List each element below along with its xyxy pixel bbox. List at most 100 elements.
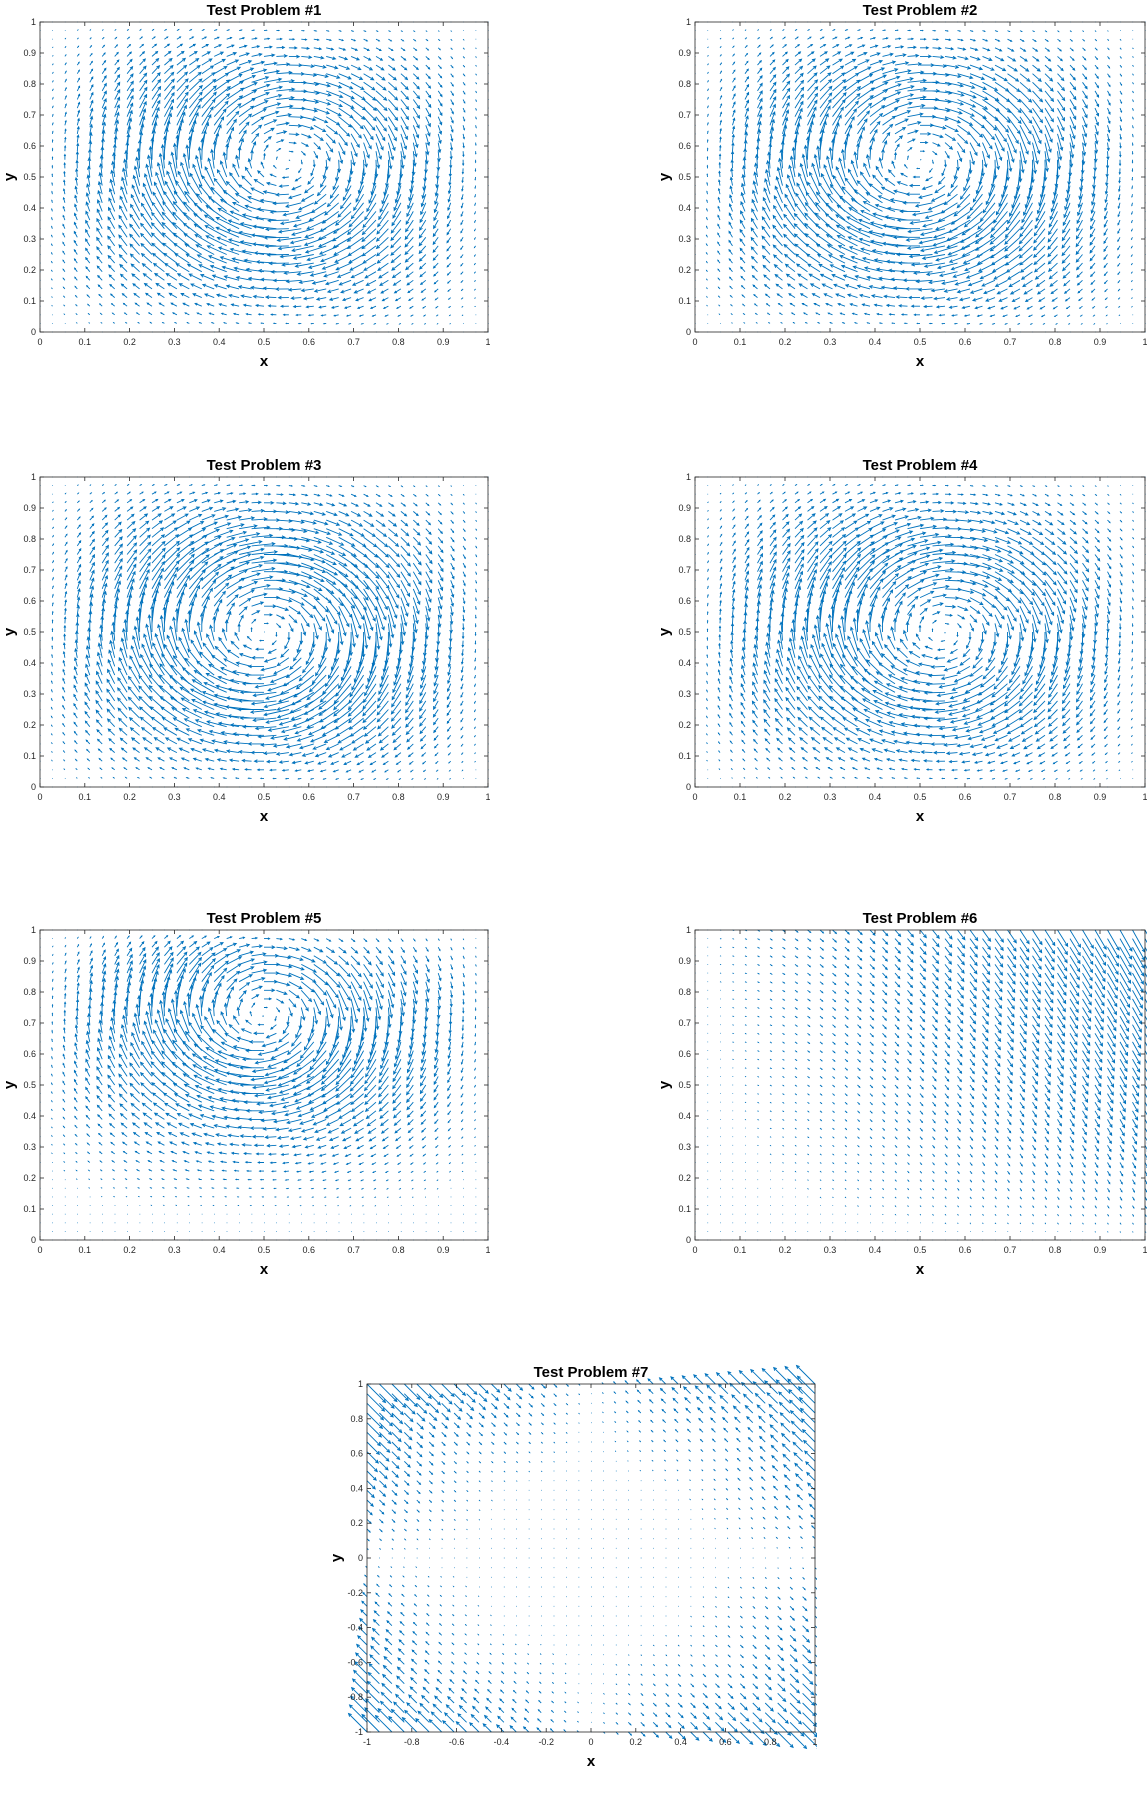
vector-arrow bbox=[451, 82, 454, 86]
vector-arrow bbox=[1120, 48, 1121, 49]
vector-arrow bbox=[406, 272, 413, 278]
vector-arrow bbox=[1118, 203, 1120, 208]
vector-arrow bbox=[868, 777, 871, 778]
vector-arrow bbox=[858, 507, 867, 511]
chart-title: Test Problem #3 bbox=[207, 457, 322, 474]
vector-arrow bbox=[890, 314, 896, 316]
vector-arrow bbox=[845, 37, 850, 39]
vector-arrow bbox=[405, 246, 413, 255]
vector-arrow bbox=[246, 674, 264, 677]
vector-arrow bbox=[63, 670, 65, 676]
vector-arrow bbox=[52, 244, 53, 246]
vector-arrow bbox=[883, 38, 888, 40]
vector-arrow bbox=[376, 520, 385, 526]
vector-arrow bbox=[903, 201, 920, 204]
vector-arrow bbox=[827, 758, 833, 762]
vector-arrow bbox=[1119, 306, 1120, 307]
vector-arrow bbox=[947, 298, 958, 301]
vector-arrow bbox=[376, 623, 380, 649]
vector-arrow bbox=[77, 111, 79, 117]
vector-arrow bbox=[63, 278, 65, 280]
y-tick-label: 0.3 bbox=[23, 234, 36, 244]
vector-arrow bbox=[215, 647, 226, 658]
vector-arrow bbox=[334, 770, 339, 772]
vector-arrow bbox=[720, 88, 722, 91]
vector-arrow bbox=[324, 272, 339, 277]
vector-arrow bbox=[983, 39, 988, 41]
x-tick-label: 0.2 bbox=[123, 792, 136, 802]
vector-arrow bbox=[707, 646, 708, 649]
vector-arrow bbox=[131, 646, 140, 666]
vector-arrow bbox=[933, 47, 941, 50]
vector-arrow bbox=[426, 529, 431, 535]
vector-arrow bbox=[720, 39, 721, 40]
vector-arrow bbox=[812, 294, 820, 298]
vector-arrow bbox=[164, 253, 177, 263]
vector-arrow bbox=[451, 74, 453, 77]
vector-arrow bbox=[740, 248, 745, 254]
vector-arrow bbox=[784, 245, 795, 255]
vector-arrow bbox=[77, 581, 80, 589]
vector-arrow bbox=[762, 236, 770, 246]
vector-arrow bbox=[75, 286, 77, 289]
vector-arrow bbox=[224, 323, 227, 324]
vector-arrow bbox=[252, 117, 264, 125]
vector-arrow bbox=[788, 284, 795, 289]
vector-arrow bbox=[77, 517, 80, 520]
vector-arrow bbox=[1095, 108, 1099, 116]
vector-arrow bbox=[108, 227, 115, 238]
vector-arrow bbox=[799, 656, 808, 675]
vector-arrow bbox=[1120, 100, 1122, 104]
vector-arrow bbox=[865, 768, 870, 770]
vector-arrow bbox=[120, 265, 127, 272]
vector-arrow bbox=[362, 229, 376, 242]
vector-arrow bbox=[870, 500, 877, 503]
vector-arrow bbox=[64, 146, 66, 151]
vector-arrow bbox=[438, 108, 442, 115]
vector-arrow bbox=[1120, 117, 1122, 121]
y-tick-label: 0.5 bbox=[678, 172, 691, 182]
vector-arrow bbox=[1077, 263, 1083, 270]
vector-arrow bbox=[426, 65, 430, 69]
vector-arrow bbox=[1118, 211, 1120, 216]
vector-arrow bbox=[770, 53, 774, 57]
vector-arrow bbox=[65, 542, 67, 546]
vector-arrow bbox=[228, 650, 240, 658]
vector-arrow bbox=[212, 323, 214, 324]
vector-arrow bbox=[1132, 289, 1133, 290]
vector-arrow bbox=[140, 514, 148, 520]
vector-arrow bbox=[89, 323, 90, 324]
vector-arrow bbox=[435, 744, 439, 748]
vector-arrow bbox=[289, 623, 293, 631]
vector-arrow bbox=[1131, 229, 1132, 231]
vector-arrow bbox=[301, 486, 304, 487]
vector-arrow bbox=[1045, 48, 1049, 51]
vector-arrow bbox=[388, 606, 395, 628]
vector-arrow bbox=[895, 46, 903, 49]
vector-arrow bbox=[123, 758, 127, 761]
vector-arrow bbox=[463, 65, 464, 67]
vector-arrow bbox=[214, 523, 230, 529]
vector-arrow bbox=[216, 685, 239, 692]
vector-arrow bbox=[244, 645, 252, 649]
vector-arrow bbox=[399, 778, 401, 779]
vector-arrow bbox=[1132, 151, 1133, 154]
vector-arrow bbox=[77, 70, 79, 74]
vector-arrow bbox=[438, 520, 442, 524]
vector-arrow bbox=[101, 778, 102, 779]
vector-arrow bbox=[130, 244, 140, 254]
vector-arrow bbox=[463, 82, 465, 85]
vector-arrow bbox=[227, 52, 237, 56]
vector-arrow bbox=[302, 194, 314, 201]
vector-arrow bbox=[308, 770, 314, 772]
vector-arrow bbox=[707, 288, 708, 289]
vector-arrow bbox=[828, 615, 832, 641]
vector-arrow bbox=[276, 38, 281, 40]
vector-arrow bbox=[413, 65, 418, 69]
vector-arrow bbox=[895, 70, 911, 74]
vector-arrow bbox=[1080, 306, 1083, 308]
vector-arrow bbox=[730, 296, 732, 298]
vector-arrow bbox=[980, 323, 983, 324]
vector-arrow bbox=[202, 45, 208, 48]
vector-arrow bbox=[783, 507, 788, 511]
